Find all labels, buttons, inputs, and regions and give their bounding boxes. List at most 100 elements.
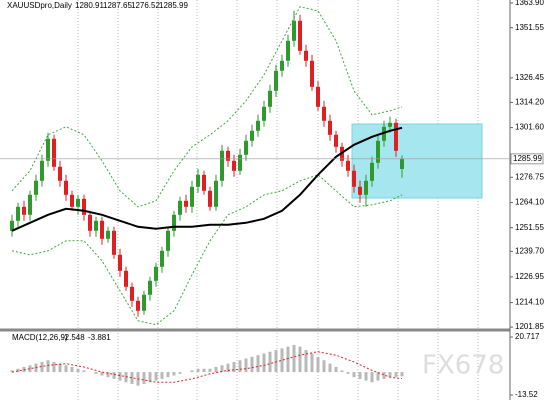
candle-body: [214, 180, 218, 207]
y-tick-label: 1201.85: [515, 322, 544, 331]
candle-body: [190, 186, 194, 207]
macd-bar: [46, 360, 50, 373]
y-tick-label: 20.717: [515, 332, 540, 341]
macd-bar: [154, 372, 158, 381]
candle-body: [40, 160, 44, 181]
candle-body: [76, 198, 80, 207]
macd-bar: [400, 372, 404, 377]
candle-body: [118, 254, 122, 271]
candle-body: [370, 162, 374, 181]
macd-signal: [11, 351, 403, 383]
watermark: FX678: [422, 351, 504, 381]
macd-bar: [172, 372, 176, 376]
y-tick-label: 1326.45: [515, 73, 544, 82]
macd-bar: [334, 367, 338, 373]
macd-bar: [196, 368, 200, 373]
candle-body: [166, 230, 170, 251]
candle-body: [328, 120, 332, 135]
header-close: 1285.99: [159, 1, 188, 10]
candle-body: [274, 70, 278, 91]
header-low: 1276.52: [131, 1, 160, 10]
y-tick-label: 1351.55: [515, 23, 544, 32]
candle-body: [316, 86, 320, 107]
candle-body: [178, 200, 182, 215]
current-price-label: 1285.99: [513, 154, 542, 163]
macd-bar: [292, 344, 296, 373]
candle-body: [124, 270, 128, 287]
candle-body: [358, 186, 362, 195]
macd-bar: [346, 372, 350, 374]
candle-body: [58, 166, 62, 181]
macd-bar: [52, 361, 56, 373]
macd-bar: [148, 372, 152, 383]
candle-body: [130, 286, 134, 301]
macd-bar: [250, 356, 254, 373]
candle-body: [322, 106, 326, 121]
macd-bar: [280, 348, 284, 373]
candle-body: [280, 60, 284, 71]
macd-bar: [358, 372, 362, 379]
y-tick-label: -13.52: [515, 390, 538, 399]
candle-body: [298, 20, 302, 51]
time-grid: [77, 0, 479, 400]
bollinger-upper: [11, 6, 403, 208]
macd-bar: [328, 363, 332, 373]
candle-body: [226, 150, 230, 161]
macd-bar: [262, 353, 266, 373]
macd-bar: [226, 363, 230, 373]
candle-body: [106, 230, 110, 239]
macd-bar: [124, 372, 128, 383]
candle-body: [112, 230, 116, 255]
macd-bar: [316, 356, 320, 373]
macd-label: MACD(12,26,9): [12, 333, 68, 342]
candle-body: [268, 90, 272, 107]
macd-bar: [376, 372, 380, 381]
macd-bar: [16, 368, 20, 373]
candle-body: [256, 120, 260, 131]
macd-bar: [244, 358, 248, 373]
y-tick-label: 1226.95: [515, 272, 544, 281]
macd-bar: [160, 372, 164, 379]
candle-body: [100, 220, 104, 239]
macd-bar: [10, 370, 14, 373]
candle-body: [28, 194, 32, 215]
candle-body: [286, 40, 290, 61]
macd-bar: [70, 367, 74, 373]
macd-bar: [364, 372, 368, 381]
symbol-label: XAUUSDpro,Daily: [7, 1, 72, 10]
macd-bar: [130, 372, 134, 384]
macd-bar: [214, 367, 218, 373]
candle-body: [16, 206, 20, 221]
candle-body: [220, 150, 224, 181]
macd-bar: [268, 351, 272, 373]
candle-body: [238, 154, 242, 171]
candle-body: [244, 140, 248, 155]
macd-bar: [76, 368, 80, 373]
candle-body: [310, 60, 314, 87]
macd-bar: [310, 353, 314, 373]
y-tick-label: 1239.70: [515, 247, 544, 256]
plot-layer: 1363.90 1351.55 1326.45 1314.20 1301.60 1276.…: [0, 0, 544, 399]
candle-body: [136, 300, 140, 311]
moving-average: [11, 126, 403, 232]
candle-body: [34, 180, 38, 195]
macd-bar: [370, 372, 374, 383]
price-label-box: [510, 153, 544, 165]
macd-bar: [286, 346, 290, 373]
candle-body: [376, 140, 380, 163]
macd-bar: [322, 360, 326, 373]
macd-bar: [394, 372, 398, 378]
candle-body: [64, 180, 68, 195]
macd-bar: [298, 346, 302, 373]
macd-bar: [106, 372, 110, 378]
signal-value: -3.881: [88, 333, 111, 342]
macd-bar: [94, 372, 98, 374]
macd-bar: [274, 350, 278, 373]
candle-body: [70, 194, 74, 207]
candle-body: [232, 160, 236, 171]
macd-bar: [112, 372, 116, 379]
macd-bar: [304, 350, 308, 373]
candle-body: [394, 122, 398, 151]
